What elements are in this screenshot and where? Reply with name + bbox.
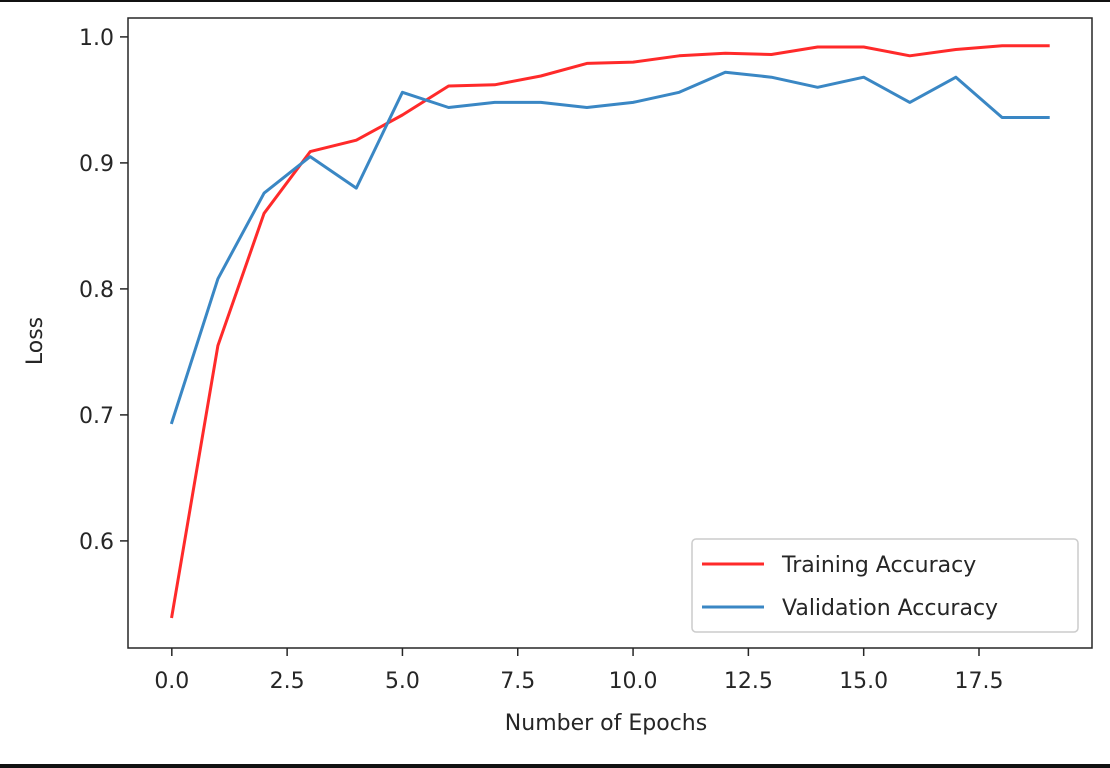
series-line-validation-accuracy (169, 70, 1050, 425)
y-tick-label: 0.6 (79, 530, 114, 555)
legend: Training Accuracy Validation Accuracy (691, 538, 1079, 633)
x-tick-label: 17.5 (955, 669, 1004, 694)
axes: 0.0 2.5 5.0 7.5 10.0 12.5 15.0 17.5 0.6 0.7 0.8 0.9… (23, 17, 1093, 736)
x-tick-label: 2.5 (270, 669, 305, 694)
legend-entry-label: Training Accuracy (781, 553, 976, 578)
x-axis-label: Number of Epochs (505, 711, 707, 736)
y-axis-label: Loss (23, 317, 48, 365)
y-tick-label: 1.0 (79, 26, 114, 51)
bottom-border (0, 764, 1110, 768)
legend-box (691, 538, 1079, 633)
x-tick-label: 5.0 (385, 669, 420, 694)
x-tick-label: 0.0 (154, 669, 189, 694)
x-tick-label: 10.0 (609, 669, 658, 694)
x-tick-label: 12.5 (724, 669, 773, 694)
plot-area (169, 44, 1050, 619)
y-tick-label: 0.9 (79, 152, 114, 177)
x-tick-label: 15.0 (839, 669, 888, 694)
y-tick-label: 0.8 (79, 278, 114, 303)
y-tick-label: 0.7 (79, 404, 114, 429)
x-tick-label: 7.5 (500, 669, 535, 694)
top-border (0, 0, 1110, 2)
legend-entry-label: Validation Accuracy (782, 596, 998, 621)
axes-frame (127, 17, 1093, 649)
series-line-training-accuracy (170, 44, 1050, 619)
